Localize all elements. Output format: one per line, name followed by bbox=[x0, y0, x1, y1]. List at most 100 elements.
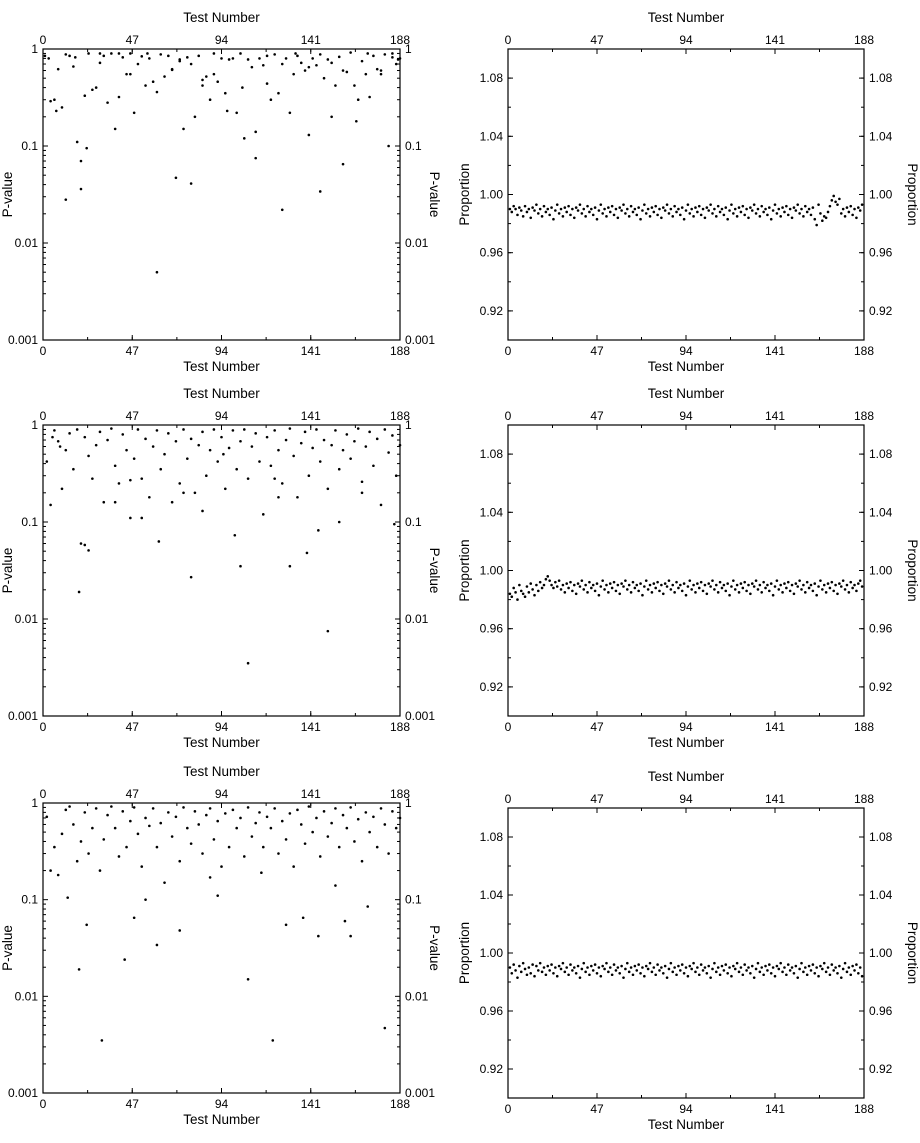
data-point bbox=[265, 54, 269, 58]
data-point bbox=[157, 540, 161, 543]
proportion-1-points bbox=[508, 194, 864, 227]
y-axis-title-right: P-value bbox=[427, 925, 442, 971]
data-point bbox=[544, 577, 548, 581]
data-point bbox=[836, 592, 839, 596]
data-point bbox=[728, 593, 731, 597]
data-point bbox=[239, 564, 242, 568]
data-point bbox=[622, 976, 625, 979]
data-point bbox=[654, 973, 658, 977]
data-point bbox=[197, 823, 201, 826]
data-point bbox=[227, 446, 231, 450]
data-point bbox=[720, 207, 724, 211]
data-point bbox=[288, 427, 292, 430]
data-point bbox=[216, 819, 220, 823]
data-point bbox=[677, 964, 680, 968]
y-tick-label-right: 1.04 bbox=[869, 129, 893, 143]
data-point bbox=[728, 966, 731, 969]
data-point bbox=[277, 448, 280, 452]
y-tick-label-right: 1.04 bbox=[869, 505, 893, 519]
data-point bbox=[771, 209, 775, 212]
data-point bbox=[349, 51, 352, 54]
data-point bbox=[832, 589, 836, 593]
data-point bbox=[64, 808, 68, 812]
data-point bbox=[633, 207, 637, 211]
data-point bbox=[254, 130, 257, 134]
data-point bbox=[294, 52, 297, 55]
data-point bbox=[590, 586, 593, 590]
data-point bbox=[671, 215, 675, 218]
data-point bbox=[216, 894, 220, 897]
data-point bbox=[807, 207, 811, 211]
data-point bbox=[769, 972, 773, 975]
data-point bbox=[368, 95, 371, 99]
data-point bbox=[612, 963, 616, 966]
data-point bbox=[811, 963, 815, 966]
data-point bbox=[798, 579, 801, 582]
data-point bbox=[235, 467, 238, 471]
data-point bbox=[637, 589, 640, 593]
data-point bbox=[182, 127, 185, 131]
data-point bbox=[315, 428, 318, 431]
data-point bbox=[595, 582, 599, 585]
data-point bbox=[576, 964, 580, 968]
data-point bbox=[391, 56, 394, 59]
y-axis-title-left: P-value bbox=[0, 172, 15, 218]
y-axis-title-left: Proportion bbox=[457, 539, 472, 601]
data-point bbox=[519, 589, 523, 593]
data-point bbox=[516, 213, 519, 217]
data-point bbox=[239, 439, 242, 443]
data-point bbox=[745, 969, 748, 972]
data-point bbox=[855, 216, 858, 220]
data-point bbox=[514, 969, 517, 972]
data-point bbox=[519, 209, 523, 212]
data-point bbox=[514, 207, 517, 211]
data-point bbox=[205, 75, 208, 78]
data-point bbox=[735, 215, 739, 218]
data-point bbox=[673, 204, 676, 208]
data-point bbox=[663, 964, 667, 968]
data-point bbox=[146, 52, 149, 55]
y-axis-title-left: P-value bbox=[0, 925, 15, 971]
data-point bbox=[85, 146, 88, 150]
data-point bbox=[231, 429, 235, 432]
x-tick-label-top: 0 bbox=[40, 33, 47, 47]
y-tick-label-right: 1 bbox=[405, 42, 412, 56]
data-point bbox=[635, 583, 639, 587]
data-point bbox=[822, 215, 826, 218]
data-point bbox=[227, 58, 231, 61]
y-tick-label-right: 0.92 bbox=[869, 680, 893, 694]
x-tick-label-top: 94 bbox=[215, 33, 229, 47]
data-point bbox=[777, 588, 781, 591]
data-point bbox=[330, 821, 333, 825]
data-point bbox=[809, 969, 813, 972]
data-point bbox=[284, 438, 288, 442]
data-point bbox=[301, 916, 305, 920]
data-point bbox=[669, 961, 673, 965]
x-tick-label-bottom: 94 bbox=[679, 344, 693, 358]
data-point bbox=[536, 589, 540, 593]
data-point bbox=[241, 86, 244, 89]
data-point bbox=[554, 209, 557, 212]
data-point bbox=[337, 520, 341, 524]
data-point bbox=[597, 593, 601, 597]
data-point bbox=[682, 582, 686, 585]
data-point bbox=[144, 437, 147, 441]
data-point bbox=[201, 852, 204, 855]
data-point bbox=[794, 582, 798, 585]
data-point bbox=[790, 583, 794, 587]
data-point bbox=[703, 583, 707, 587]
data-point bbox=[527, 207, 531, 211]
data-point bbox=[735, 961, 739, 965]
data-point bbox=[242, 855, 246, 858]
data-point bbox=[701, 207, 705, 211]
data-point bbox=[72, 467, 75, 471]
data-point bbox=[720, 586, 724, 590]
data-point bbox=[334, 429, 337, 432]
data-point bbox=[288, 812, 292, 815]
data-point bbox=[292, 72, 295, 76]
data-point bbox=[102, 54, 106, 58]
data-point bbox=[144, 898, 147, 901]
data-point bbox=[682, 972, 686, 975]
data-point bbox=[707, 964, 711, 968]
